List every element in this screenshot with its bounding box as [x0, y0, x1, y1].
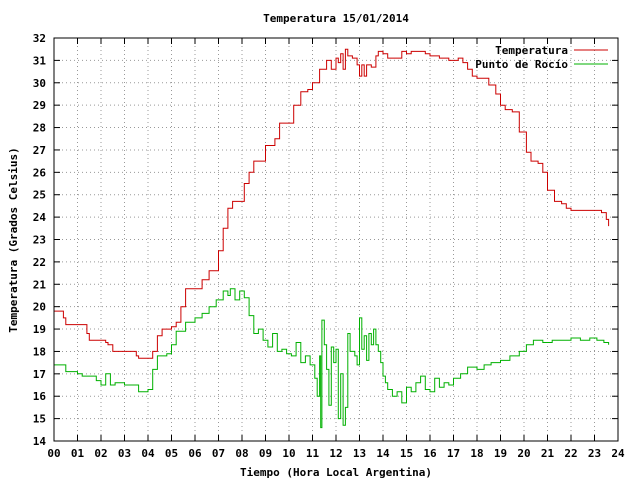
- y-tick-label: 17: [33, 368, 46, 381]
- y-tick-label: 22: [33, 256, 46, 269]
- y-tick-label: 26: [33, 166, 47, 179]
- y-tick-label: 32: [33, 32, 46, 45]
- x-tick-label: 23: [588, 447, 601, 460]
- x-tick-label: 19: [494, 447, 507, 460]
- x-tick-label: 17: [447, 447, 460, 460]
- x-tick-label: 06: [188, 447, 202, 460]
- y-tick-label: 30: [33, 77, 46, 90]
- y-tick-label: 31: [33, 54, 47, 67]
- x-tick-label: 13: [353, 447, 366, 460]
- y-tick-label: 19: [33, 323, 46, 336]
- x-tick-label: 02: [94, 447, 107, 460]
- plot-frame: [53, 37, 619, 442]
- x-tick-label: 04: [141, 447, 155, 460]
- x-tick-label: 00: [47, 447, 60, 460]
- x-tick-label: 20: [517, 447, 530, 460]
- y-tick-label: 25: [33, 189, 46, 202]
- y-tick-label: 16: [33, 390, 47, 403]
- y-tick-label: 27: [33, 144, 46, 157]
- x-axis-title: Tiempo (Hora Local Argentina): [240, 466, 432, 479]
- legend-label-temperatura: Temperatura: [495, 44, 568, 57]
- dewpoint-series-line: [54, 288, 610, 429]
- x-tick-label: 05: [165, 447, 178, 460]
- x-tick-label: 18: [470, 447, 483, 460]
- x-tick-label: 11: [306, 447, 320, 460]
- x-tick-label: 08: [235, 447, 248, 460]
- chart-title: Temperatura 15/01/2014: [263, 12, 409, 25]
- y-tick-label: 15: [33, 413, 46, 426]
- x-tick-label: 01: [71, 447, 85, 460]
- axis-ticks: 00 01 02 03 04 05 06 07 08 09 10 11 12 13 14 15 16 17 18 19…: [33, 32, 625, 460]
- series-layer: [54, 48, 610, 429]
- x-tick-label: 22: [564, 447, 577, 460]
- y-tick-label: 21: [33, 278, 47, 291]
- y-axis-title: Temperatura (Grados Celsius): [7, 147, 20, 332]
- y-tick-label: 29: [33, 99, 46, 112]
- y-tick-label: 28: [33, 122, 46, 135]
- x-tick-label: 24: [611, 447, 625, 460]
- temperature-series-line: [54, 48, 610, 359]
- x-tick-label: 07: [212, 447, 225, 460]
- x-tick-label: 15: [400, 447, 413, 460]
- x-tick-label: 14: [376, 447, 390, 460]
- y-tick-label: 24: [33, 211, 47, 224]
- x-tick-label: 09: [259, 447, 272, 460]
- y-tick-label: 18: [33, 345, 46, 358]
- x-tick-label: 03: [118, 447, 131, 460]
- y-tick-label: 23: [33, 234, 46, 247]
- x-tick-label: 10: [282, 447, 295, 460]
- legend-label-punto-de-rocio: Punto de Rocío: [475, 58, 568, 71]
- y-tick-label: 14: [33, 435, 47, 448]
- y-tick-label: 20: [33, 301, 46, 314]
- x-tick-label: 12: [329, 447, 342, 460]
- x-tick-label: 21: [541, 447, 555, 460]
- x-tick-label: 16: [423, 447, 437, 460]
